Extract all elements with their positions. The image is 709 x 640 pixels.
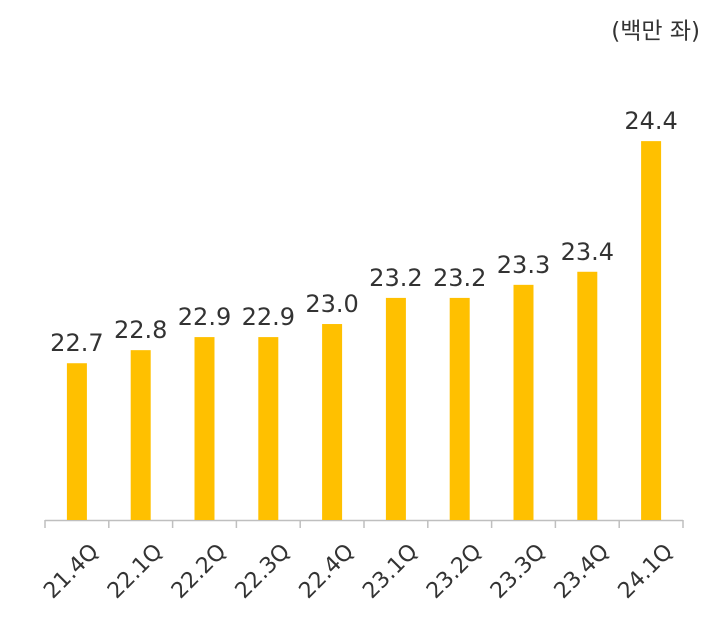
value-label: 24.4 — [624, 107, 677, 135]
value-label: 23.2 — [433, 264, 486, 292]
x-tick-label: 23.3Q — [486, 539, 551, 604]
x-tick-label: 22.2Q — [167, 539, 232, 604]
x-tick-label: 22.3Q — [231, 539, 296, 604]
bar — [66, 363, 87, 520]
bar — [130, 350, 151, 520]
bar — [449, 297, 470, 520]
bar — [385, 297, 406, 520]
value-label: 23.0 — [305, 290, 358, 318]
x-tick-label: 23.4Q — [550, 539, 615, 604]
value-label: 23.3 — [497, 251, 550, 279]
value-label: 23.4 — [561, 238, 614, 266]
bar — [641, 141, 662, 520]
x-tick-label: 24.1Q — [614, 539, 679, 604]
value-label: 22.9 — [242, 303, 295, 331]
bar — [258, 337, 279, 520]
bar — [513, 284, 534, 520]
x-tick-label: 21.4Q — [39, 539, 104, 604]
value-label: 22.7 — [50, 329, 103, 357]
value-label: 22.8 — [114, 316, 167, 344]
bar — [322, 324, 343, 520]
unit-label: (백만 좌) — [611, 19, 700, 45]
x-tick-label: 23.1Q — [358, 539, 423, 604]
x-tick-label: 23.2Q — [422, 539, 487, 604]
bar — [194, 337, 215, 520]
value-label: 23.2 — [369, 264, 422, 292]
bar — [577, 271, 598, 520]
x-tick-label: 22.4Q — [295, 539, 360, 604]
x-tick-label: 22.1Q — [103, 539, 168, 604]
value-label: 22.9 — [178, 303, 231, 331]
